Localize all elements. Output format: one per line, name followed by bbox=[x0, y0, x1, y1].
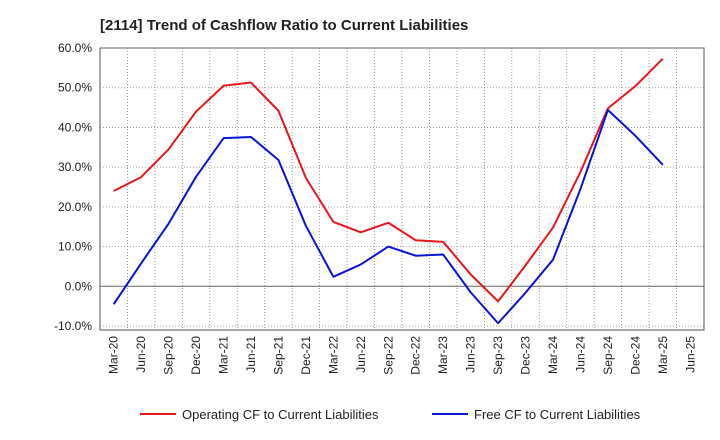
series-line-free-cf bbox=[112, 108, 664, 325]
x-tick-label: Jun-20 bbox=[134, 336, 148, 373]
x-tick-label: Mar-23 bbox=[436, 336, 450, 374]
legend-label-operating-cf: Operating CF to Current Liabilities bbox=[182, 407, 379, 422]
x-tick-label: Dec-22 bbox=[409, 336, 423, 375]
grid-lines bbox=[100, 47, 704, 330]
x-tick-label: Sep-23 bbox=[491, 336, 505, 375]
y-tick-label: 0.0% bbox=[65, 279, 93, 293]
x-tick-label: Dec-20 bbox=[189, 336, 203, 375]
x-tick-label: Sep-22 bbox=[381, 336, 395, 375]
x-axis: Mar-20 Jun-20 Sep-20 Dec-20 Mar-21 Jun-21 Sep-… bbox=[107, 336, 698, 375]
x-tick-label: Mar-25 bbox=[656, 336, 670, 374]
y-tick-label: 10.0% bbox=[58, 240, 92, 254]
x-tick-label: Dec-24 bbox=[628, 336, 642, 375]
x-tick-label: Jun-22 bbox=[354, 336, 368, 373]
y-axis: 60.0% 50.0% 40.0% 30.0% 20.0% 10.0% 0.0% -10.0% bbox=[54, 41, 92, 333]
y-tick-label: 30.0% bbox=[58, 160, 92, 174]
x-tick-label: Mar-20 bbox=[107, 336, 121, 374]
x-tick-label: Jun-23 bbox=[464, 336, 478, 373]
x-tick-label: Sep-24 bbox=[601, 336, 615, 375]
y-tick-label: 50.0% bbox=[58, 81, 92, 95]
x-tick-label: Dec-21 bbox=[299, 336, 313, 375]
y-tick-label: 40.0% bbox=[58, 120, 92, 134]
x-tick-label: Mar-21 bbox=[217, 336, 231, 374]
series-lines bbox=[112, 58, 664, 325]
series-line-operating-cf bbox=[113, 58, 664, 303]
legend-label-free-cf: Free CF to Current Liabilities bbox=[474, 407, 641, 422]
legend: Operating CF to Current Liabilities Free… bbox=[140, 407, 641, 422]
y-tick-label: 20.0% bbox=[58, 200, 92, 214]
x-tick-label: Mar-22 bbox=[326, 336, 340, 374]
x-tick-label: Mar-24 bbox=[546, 336, 560, 374]
x-tick-label: Sep-20 bbox=[162, 336, 176, 375]
x-tick-label: Jun-21 bbox=[244, 336, 258, 373]
chart-title: [2114] Trend of Cashflow Ratio to Curren… bbox=[100, 17, 468, 34]
x-tick-label: Dec-23 bbox=[519, 336, 533, 375]
x-tick-label: Jun-24 bbox=[573, 336, 587, 373]
x-tick-label: Jun-25 bbox=[683, 336, 697, 373]
y-tick-label: -10.0% bbox=[54, 319, 92, 333]
x-tick-label: Sep-21 bbox=[271, 336, 285, 375]
y-tick-label: 60.0% bbox=[58, 41, 92, 55]
